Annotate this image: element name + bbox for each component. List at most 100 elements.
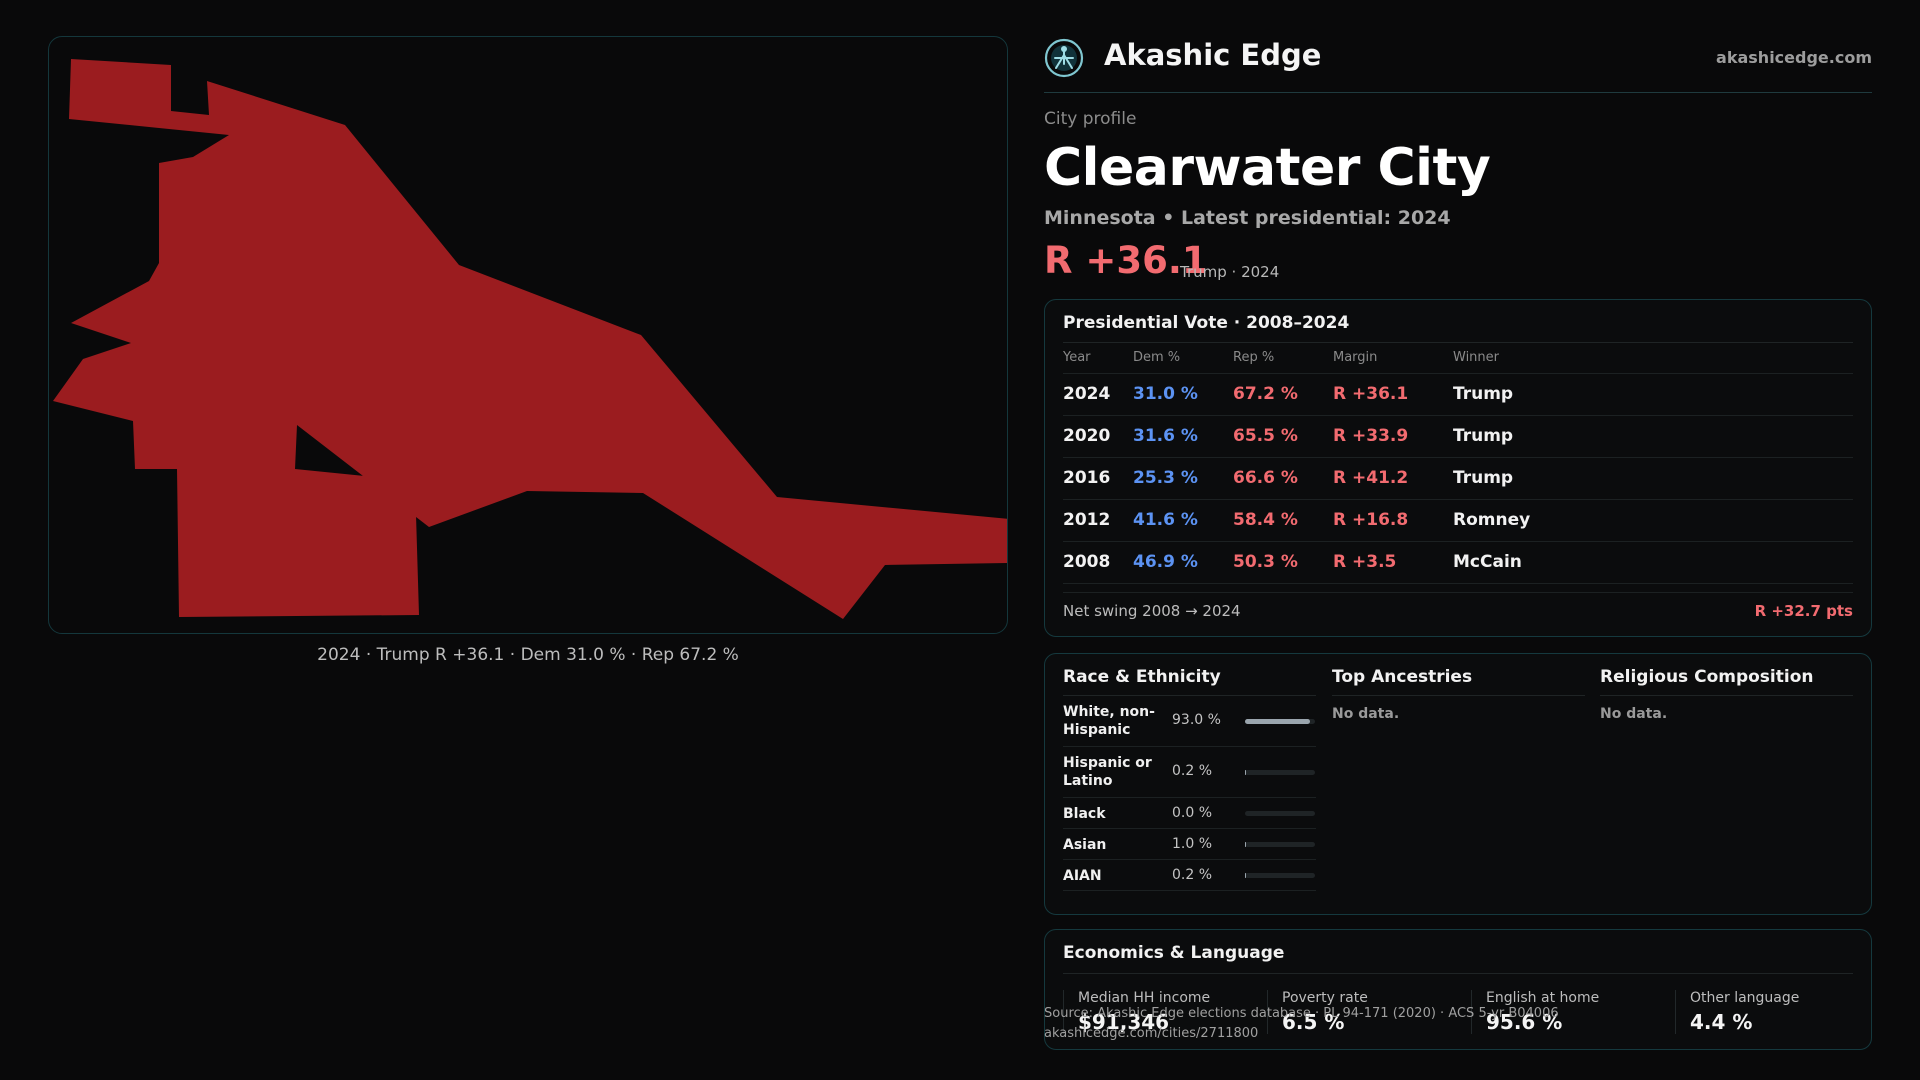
cell-rep: 67.2 % — [1233, 373, 1333, 416]
economics-card: Economics & Language Median HH income $9… — [1044, 929, 1872, 1050]
race-bar-track — [1245, 842, 1315, 847]
presidential-vote-card: Presidential Vote · 2008–2024 Year Dem %… — [1044, 299, 1872, 637]
net-swing-value: R +32.7 pts — [1754, 601, 1853, 620]
stat-value: 6.5 % — [1282, 1010, 1345, 1034]
cell-year: 2020 — [1063, 415, 1133, 458]
table-row: 2020 31.6 % 65.5 % R +33.9 Trump — [1063, 415, 1853, 458]
race-row: Hispanic or Latino 0.2 % — [1063, 747, 1316, 798]
stat-label: English at home — [1486, 990, 1600, 1006]
cell-dem: 41.6 % — [1133, 499, 1233, 542]
ancestries-section: Top Ancestries No data. — [1332, 667, 1585, 722]
source-text: Source: Akashic Edge elections database … — [1044, 1006, 1559, 1021]
ancestries-title: Top Ancestries — [1332, 667, 1585, 696]
stat-label: Poverty rate — [1282, 990, 1368, 1006]
cell-dem: 25.3 % — [1133, 457, 1233, 500]
table-row: 2024 31.0 % 67.2 % R +36.1 Trump — [1063, 373, 1853, 416]
source-footer: Source: Akashic Edge elections database … — [1044, 1004, 1559, 1044]
race-bar-track — [1245, 811, 1315, 816]
stat-value: 95.6 % — [1486, 1010, 1563, 1034]
table-row: 2008 46.9 % 50.3 % R +3.5 McCain — [1063, 541, 1853, 584]
race-pct: 1.0 % — [1172, 836, 1213, 852]
race-row: White, non-Hispanic 93.0 % — [1063, 696, 1316, 747]
city-map[interactable] — [48, 36, 1008, 634]
cell-year: 2024 — [1063, 373, 1133, 416]
cell-dem: 31.6 % — [1133, 415, 1233, 458]
table-row: 2016 25.3 % 66.6 % R +41.2 Trump — [1063, 457, 1853, 500]
page-subtitle: Minnesota • Latest presidential: 2024 — [1044, 207, 1451, 229]
race-label: Black — [1063, 806, 1106, 822]
margin-value: R +36.1 — [1044, 239, 1208, 282]
race-bar-fill — [1245, 842, 1246, 847]
race-bar-track — [1245, 719, 1315, 724]
page-title: Clearwater City — [1044, 138, 1491, 198]
stat-poverty-rate: Poverty rate 6.5 % — [1267, 990, 1467, 1034]
cell-margin: R +41.2 — [1333, 457, 1453, 500]
header-winner: Winner — [1453, 343, 1853, 374]
brand-url-link[interactable]: akashicedge.com — [1716, 48, 1872, 67]
race-pct: 0.2 % — [1172, 867, 1213, 883]
vote-card-title: Presidential Vote · 2008–2024 — [1063, 313, 1853, 343]
brand-name: Akashic Edge — [1104, 38, 1322, 72]
cell-year: 2012 — [1063, 499, 1133, 542]
race-label: Hispanic or Latino — [1063, 755, 1152, 789]
cell-rep: 65.5 % — [1233, 415, 1333, 458]
race-label: AIAN — [1063, 868, 1102, 884]
latest-margin: R +36.1 Trump · 2024 — [1044, 239, 1872, 287]
city-boundary-map — [53, 59, 1007, 619]
profile-panel: Akashic Edge akashicedge.com City profil… — [1044, 36, 1872, 1050]
stat-value: $91,346 — [1078, 1010, 1170, 1034]
race-row: Black 0.0 % — [1063, 798, 1316, 829]
header-rep: Rep % — [1233, 343, 1333, 374]
cell-year: 2008 — [1063, 541, 1133, 584]
race-label: Asian — [1063, 837, 1107, 853]
header-margin: Margin — [1333, 343, 1453, 374]
cell-winner: Romney — [1453, 499, 1853, 542]
economics-title: Economics & Language — [1063, 943, 1853, 974]
race-row: AIAN 0.2 % — [1063, 860, 1316, 891]
cell-margin: R +33.9 — [1333, 415, 1453, 458]
stat-median-income: Median HH income $91,346 — [1063, 990, 1263, 1034]
race-pct: 0.2 % — [1172, 763, 1213, 779]
cell-margin: R +16.8 — [1333, 499, 1453, 542]
brand-logo-icon — [1044, 38, 1084, 78]
race-bar-track — [1245, 873, 1315, 878]
race-pct: 93.0 % — [1172, 712, 1221, 728]
brand-header: Akashic Edge akashicedge.com — [1044, 36, 1872, 93]
cell-winner: McCain — [1453, 541, 1853, 584]
stat-english-at-home: English at home 95.6 % — [1471, 990, 1671, 1034]
race-bar-fill — [1245, 719, 1311, 724]
source-link[interactable]: akashicedge.com/cities/2711800 — [1044, 1026, 1259, 1041]
demographics-card: Race & Ethnicity White, non-Hispanic 93.… — [1044, 653, 1872, 915]
cell-winner: Trump — [1453, 457, 1853, 500]
net-swing-row: Net swing 2008 → 2024 R +32.7 pts — [1063, 591, 1853, 626]
cell-rep: 58.4 % — [1233, 499, 1333, 542]
race-ethnicity-section: Race & Ethnicity White, non-Hispanic 93.… — [1063, 667, 1316, 891]
race-title: Race & Ethnicity — [1063, 667, 1316, 696]
race-row: Asian 1.0 % — [1063, 829, 1316, 860]
header-year: Year — [1063, 343, 1133, 374]
net-swing-label: Net swing 2008 → 2024 — [1063, 601, 1241, 620]
header-dem: Dem % — [1133, 343, 1233, 374]
race-pct: 0.0 % — [1172, 805, 1213, 821]
stat-label: Median HH income — [1078, 990, 1211, 1006]
cell-winner: Trump — [1453, 373, 1853, 416]
cell-dem: 31.0 % — [1133, 373, 1233, 416]
cell-winner: Trump — [1453, 415, 1853, 458]
margin-detail: Trump · 2024 — [1180, 263, 1280, 281]
stat-value: 4.4 % — [1690, 1010, 1753, 1034]
cell-margin: R +3.5 — [1333, 541, 1453, 584]
cell-margin: R +36.1 — [1333, 373, 1453, 416]
vote-table-header: Year Dem % Rep % Margin Winner — [1063, 343, 1853, 374]
stat-other-language: Other language 4.4 % — [1675, 990, 1875, 1034]
stat-label: Other language — [1690, 990, 1800, 1006]
cell-rep: 50.3 % — [1233, 541, 1333, 584]
religion-section: Religious Composition No data. — [1600, 667, 1853, 722]
cell-year: 2016 — [1063, 457, 1133, 500]
table-row: 2012 41.6 % 58.4 % R +16.8 Romney — [1063, 499, 1853, 542]
page-kicker: City profile — [1044, 109, 1137, 129]
race-label: White, non-Hispanic — [1063, 704, 1155, 738]
religion-empty: No data. — [1600, 706, 1668, 722]
city-boundary-shape — [53, 59, 1007, 619]
map-caption: 2024 · Trump R +36.1 · Dem 31.0 % · Rep … — [317, 645, 739, 665]
race-bar-track — [1245, 770, 1315, 775]
